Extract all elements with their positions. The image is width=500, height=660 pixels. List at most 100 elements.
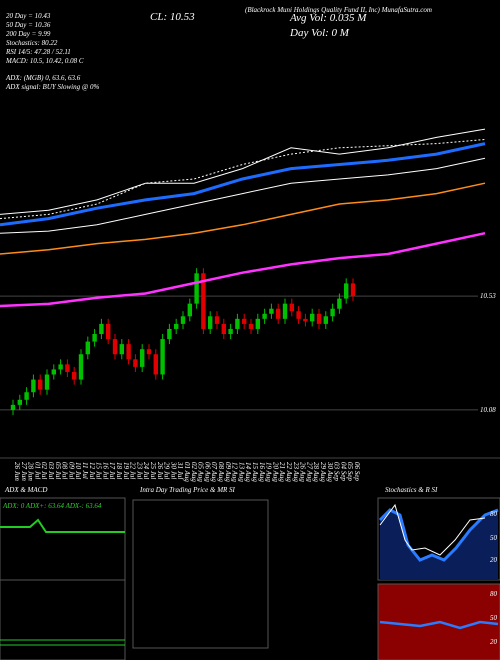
x-tick-label: 02 Aug — [190, 462, 198, 482]
candle-body — [330, 308, 335, 317]
x-tick-label: 19 Aug — [265, 462, 273, 482]
day-vol: Day Vol: 0 M — [289, 27, 350, 39]
x-tick-label: 16 Aug — [258, 462, 266, 482]
x-tick-label: 05 Jul — [54, 462, 62, 479]
x-tick-label: 22 Aug — [285, 462, 293, 482]
x-tick-label: 01 Aug — [183, 462, 191, 482]
candle-body — [208, 316, 213, 329]
x-tick-label: 17 Jul — [108, 462, 116, 479]
adx-line — [0, 518, 125, 533]
candle-body — [51, 369, 56, 375]
candle-body — [153, 354, 158, 375]
x-tick-label: 11 Jul — [81, 462, 89, 479]
adx-title: ADX & MACD — [4, 486, 47, 494]
candle-body — [160, 339, 165, 375]
candle-body — [10, 404, 16, 410]
candle-body — [228, 328, 233, 335]
x-tick-label: 28 Aug — [312, 462, 320, 482]
legend-item: 200 Day = 9.99 — [6, 30, 51, 38]
x-tick-label: 16 Jul — [101, 462, 109, 479]
legend-item: ADX signal: BUY Slowing @ 0% — [5, 83, 100, 91]
x-tick-label: 06 Aug — [203, 462, 211, 482]
rsi-level: 80 — [490, 590, 498, 598]
x-tick-label: 09 Jul — [67, 462, 75, 479]
x-tick-label: 21 Aug — [278, 462, 286, 482]
candle-body — [344, 283, 349, 299]
x-tick-label: 24 Jul — [142, 462, 150, 479]
x-tick-label: 29 Jul — [163, 462, 171, 479]
x-tick-label: 27 Jun — [20, 462, 28, 481]
intraday-title: Intra Day Trading Price & MR SI — [139, 486, 236, 494]
rsi-level: 20 — [490, 638, 498, 646]
y-tick-label: 10.08 — [480, 406, 496, 414]
candle-body — [276, 308, 281, 319]
intraday-panel — [132, 499, 269, 649]
adx-panel — [0, 497, 126, 660]
x-tick-label: 15 Jul — [95, 462, 103, 479]
ma-line — [0, 128, 486, 215]
candle-body — [262, 313, 267, 319]
macd-line — [0, 639, 125, 646]
candle-body — [242, 318, 247, 324]
candle-body — [167, 328, 172, 340]
y-tick-label: 10.53 — [480, 292, 496, 300]
x-tick-label: 07 Aug — [210, 462, 218, 482]
candle-body — [72, 371, 77, 380]
x-tick-label: 12 Aug — [231, 462, 239, 482]
candle-body — [323, 316, 328, 324]
x-tick-label: 12 Jul — [88, 462, 96, 479]
x-tick-label: 28 Jun — [27, 462, 35, 481]
x-tick-label: 04 Sep — [339, 462, 347, 481]
ma-line — [0, 231, 486, 308]
candle-body — [146, 349, 152, 355]
candle-body — [106, 323, 111, 340]
source: (Blackrock Muni Holdings Quality Fund II… — [245, 6, 432, 14]
rsi-line — [379, 620, 499, 630]
candle-body — [180, 316, 186, 324]
candle-body — [44, 374, 50, 390]
candle-body — [99, 323, 104, 335]
ma-line — [0, 139, 486, 220]
candle-body — [133, 359, 138, 367]
stoch-area — [380, 510, 498, 580]
candle-body — [337, 298, 342, 309]
stoch-level: 50 — [490, 534, 498, 542]
x-tick-label: 26 Jul — [156, 462, 164, 479]
candle-body — [269, 308, 274, 314]
x-tick-label: 03 Jul — [47, 462, 55, 479]
candle-body — [235, 318, 240, 329]
x-tick-label: 29 Aug — [319, 462, 327, 482]
stoch-title: Stochastics & R SI — [385, 486, 438, 494]
legend-item: ADX: (MGB) 0, 63.6, 63.6 — [5, 74, 81, 82]
rsi-level: 50 — [490, 614, 498, 622]
x-tick-label: 05 Sep — [346, 462, 354, 481]
x-tick-label: 08 Jul — [61, 462, 69, 479]
x-tick-label: 25 Jul — [149, 462, 157, 479]
candle-body — [112, 339, 118, 355]
ma-line — [0, 182, 486, 255]
avg-vol: Avg Vol: 0.035 M — [289, 12, 367, 24]
x-tick-label: 15 Aug — [251, 462, 259, 482]
candle-body — [38, 379, 43, 390]
candle-body — [282, 303, 288, 319]
candle-body — [303, 318, 308, 322]
candle-body — [316, 313, 322, 324]
candle-body — [31, 379, 36, 393]
candle-body — [174, 323, 179, 329]
x-tick-label: 31 Jul — [176, 461, 184, 479]
candle-body — [119, 344, 124, 355]
candle-body — [350, 283, 356, 297]
candle-body — [201, 273, 206, 329]
x-tick-label: 19 Jul — [122, 462, 130, 479]
candle-body — [214, 316, 220, 324]
x-tick-label: 01 Jul — [33, 462, 41, 479]
candle-body — [221, 323, 226, 335]
candle-body — [255, 318, 260, 329]
x-tick-label: 02 Jul — [40, 462, 48, 479]
stoch-level: 20 — [490, 556, 498, 564]
x-tick-label: 30 Aug — [326, 461, 334, 482]
ma-line — [0, 157, 486, 234]
x-tick-label: 26 Aug — [299, 462, 307, 482]
legend-item: 50 Day = 10.36 — [6, 21, 51, 29]
